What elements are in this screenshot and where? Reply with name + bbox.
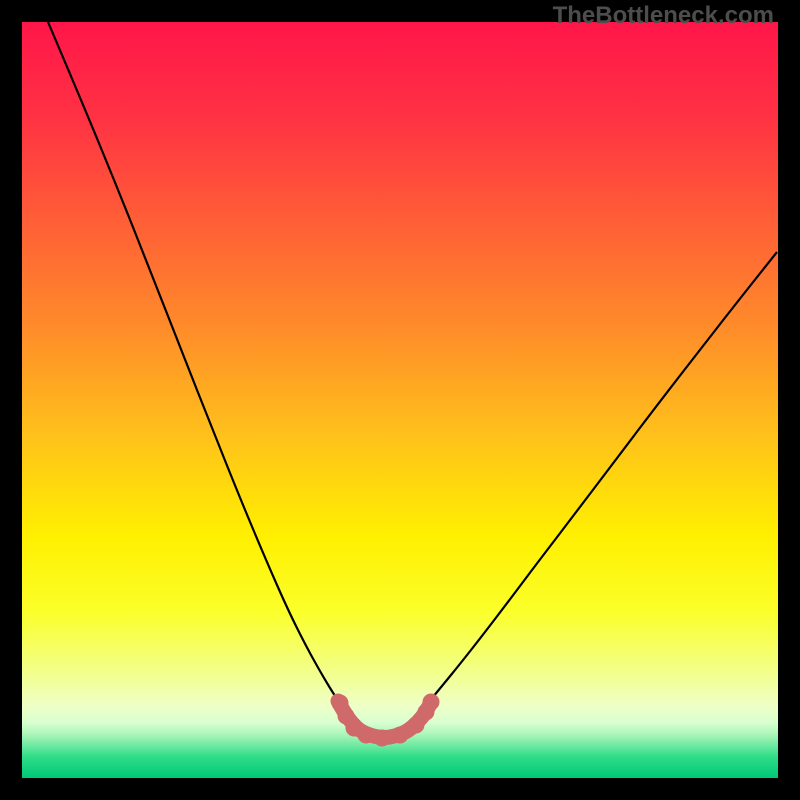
watermark-label: TheBottleneck.com: [553, 2, 774, 30]
dot-sample-points-3: [358, 727, 375, 744]
gradient-background: [22, 22, 778, 778]
plot-area: [22, 22, 778, 778]
chart-svg: [22, 22, 778, 778]
dot-sample-points-5: [392, 727, 409, 744]
dot-sample-points-8: [423, 694, 440, 711]
dot-sample-points-4: [374, 730, 391, 747]
